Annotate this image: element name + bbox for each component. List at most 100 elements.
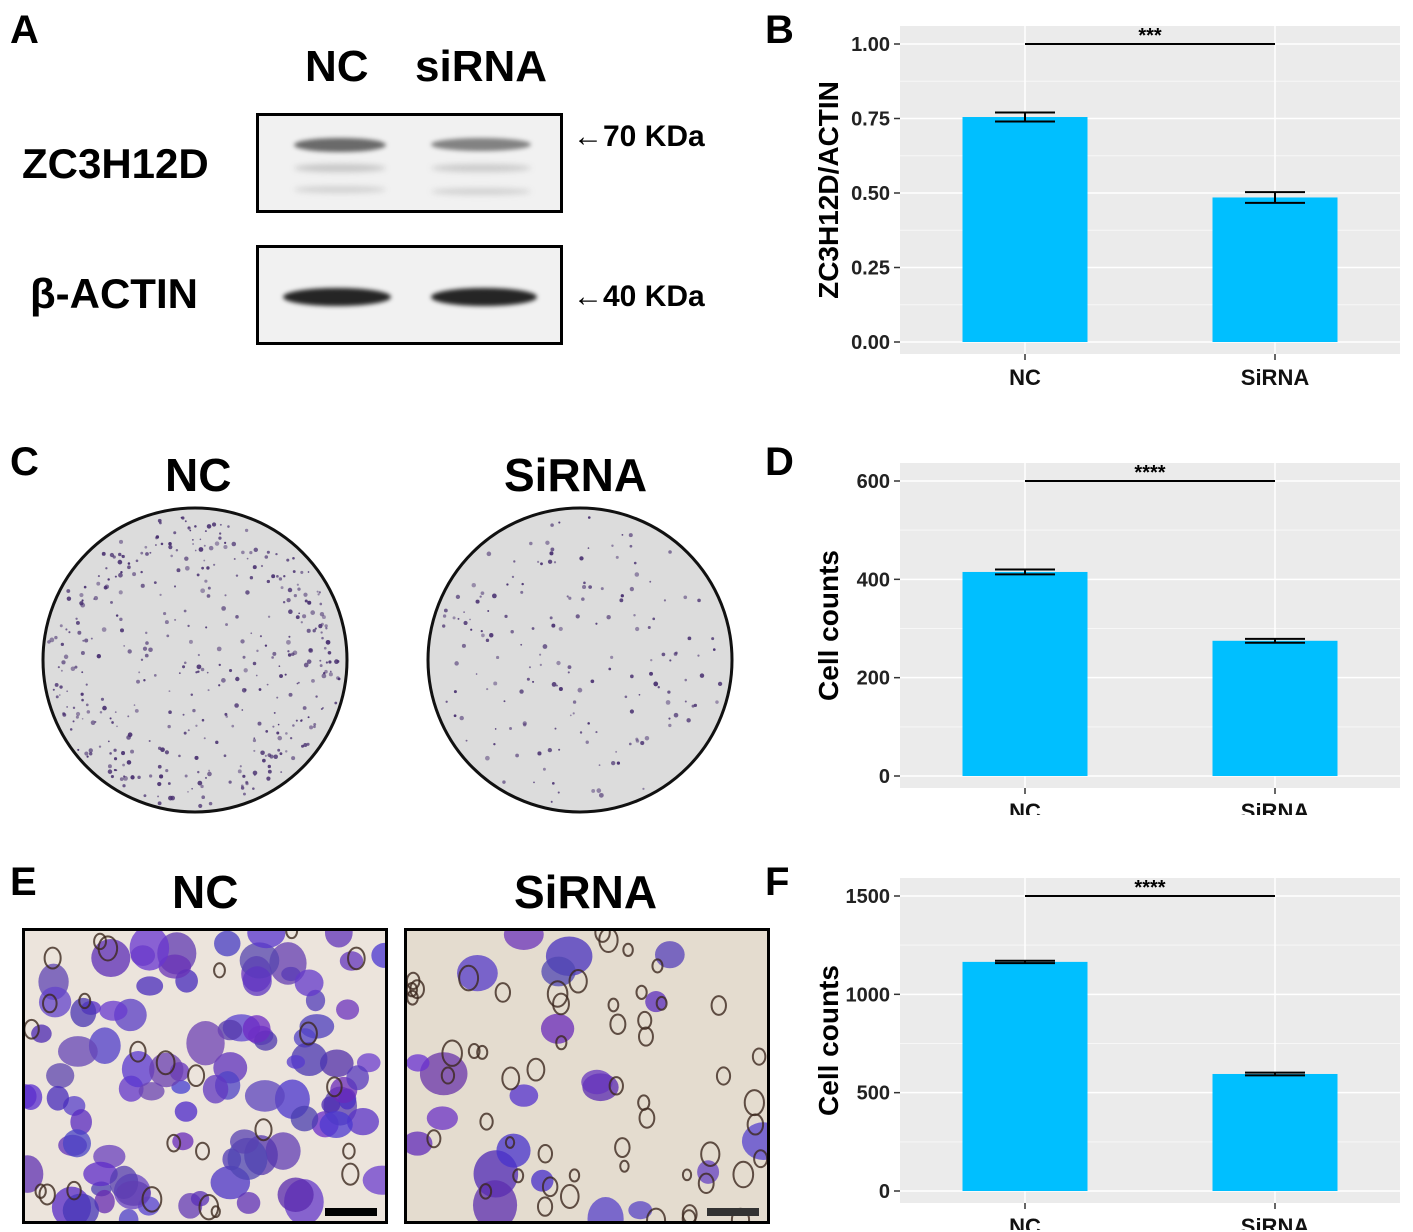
colony-dot xyxy=(253,737,256,740)
colony-dot xyxy=(319,602,323,606)
colony-dot xyxy=(313,725,316,729)
colony-dot xyxy=(174,618,177,621)
faint-band xyxy=(294,186,386,193)
x-tick-label: NC xyxy=(1009,1214,1041,1230)
colony-dots xyxy=(47,516,341,808)
colony-dot xyxy=(54,682,59,687)
faint-band xyxy=(431,188,531,195)
colony-dot xyxy=(167,724,171,729)
colony-dot xyxy=(529,541,533,546)
stained-cell xyxy=(540,1013,575,1044)
colony-dot xyxy=(235,615,239,619)
colony-dot xyxy=(107,740,110,743)
colony-dot xyxy=(185,566,190,571)
colony-dot xyxy=(453,690,457,694)
colony-dot xyxy=(159,774,164,779)
colony-dot xyxy=(54,635,58,640)
colony-dot xyxy=(118,539,124,544)
stained-cell xyxy=(294,969,324,997)
colony-dot xyxy=(256,649,259,653)
colony-dot xyxy=(259,635,262,638)
membrane-pore xyxy=(42,993,58,1014)
membrane-pore xyxy=(681,1209,697,1221)
colony-dot xyxy=(58,694,61,696)
colony-dot xyxy=(686,718,691,723)
colony-dot xyxy=(556,660,561,666)
stained-cell xyxy=(281,966,301,982)
colony-dot xyxy=(167,782,171,785)
stained-cell xyxy=(541,956,576,987)
colony-dot xyxy=(635,737,639,741)
colony-dot xyxy=(140,583,145,588)
colony-dot xyxy=(252,770,258,776)
colony-dot xyxy=(291,756,296,761)
colony-dot xyxy=(164,750,170,755)
panel-letter-f: F xyxy=(765,860,790,904)
colony-dot xyxy=(471,582,476,588)
colony-dot xyxy=(149,774,153,778)
colony-dot xyxy=(595,731,598,734)
colony-dot xyxy=(160,542,164,546)
colony-dot xyxy=(293,593,297,598)
colony-dot xyxy=(75,620,80,625)
colony-dot xyxy=(302,614,307,619)
colony-dot xyxy=(539,663,542,667)
colony-dot xyxy=(246,557,249,560)
colony-dot xyxy=(201,795,206,800)
colony-dot xyxy=(558,626,563,632)
colony-dot xyxy=(223,754,227,758)
colony-dot xyxy=(81,717,84,720)
stained-cell xyxy=(277,1177,314,1212)
colony-dot xyxy=(287,650,290,653)
colony-dot xyxy=(470,628,473,631)
colony-dot xyxy=(115,614,119,617)
colony-dot xyxy=(140,570,143,574)
colony-dot xyxy=(566,595,569,598)
stained-cell xyxy=(94,1189,115,1214)
stained-cell xyxy=(118,1208,139,1221)
colony-dot xyxy=(572,700,577,704)
colony-dot xyxy=(130,775,135,780)
colony-dot xyxy=(123,645,126,647)
colony-dot xyxy=(635,739,640,743)
significance-stars: **** xyxy=(1134,462,1165,484)
membrane-pore xyxy=(743,1089,765,1117)
colony-dot xyxy=(266,579,270,584)
membrane-pore xyxy=(638,1107,656,1129)
colony-dot xyxy=(581,597,585,601)
colony-dot xyxy=(650,658,653,662)
colony-dot xyxy=(136,679,140,684)
faint-band xyxy=(294,164,386,172)
stained-cell xyxy=(83,1161,118,1187)
colony-dot xyxy=(475,599,480,604)
colony-dot xyxy=(84,751,89,756)
colony-dot xyxy=(96,581,101,586)
colony-dot xyxy=(234,703,239,708)
colony-dot xyxy=(600,587,604,591)
colony-dot xyxy=(86,710,91,714)
membrane-pore xyxy=(78,992,92,1010)
stained-cell xyxy=(149,1052,184,1088)
colony-dot xyxy=(328,672,333,677)
colony-dot xyxy=(611,760,616,766)
stained-cell xyxy=(217,1019,243,1041)
band-nc-zc3h12d xyxy=(294,138,386,152)
blot-zc3h12d xyxy=(256,113,563,213)
colony-dot xyxy=(587,722,590,725)
membrane-pore xyxy=(594,931,611,943)
colony-dot xyxy=(280,771,283,773)
colony-dot xyxy=(325,661,329,664)
y-tick-label: 0 xyxy=(879,766,890,788)
colony-dot xyxy=(634,572,640,577)
colony-dot xyxy=(61,660,66,665)
colony-dot xyxy=(145,641,149,645)
colony-dot xyxy=(245,782,249,786)
y-tick-label: 0.75 xyxy=(851,109,890,131)
colony-dot xyxy=(633,561,637,565)
colony-dot xyxy=(148,647,153,652)
colony-dot xyxy=(257,721,262,726)
colony-dot xyxy=(130,749,135,754)
colony-dot xyxy=(112,555,116,559)
colony-dot xyxy=(635,626,640,632)
colony-dot xyxy=(97,575,100,578)
